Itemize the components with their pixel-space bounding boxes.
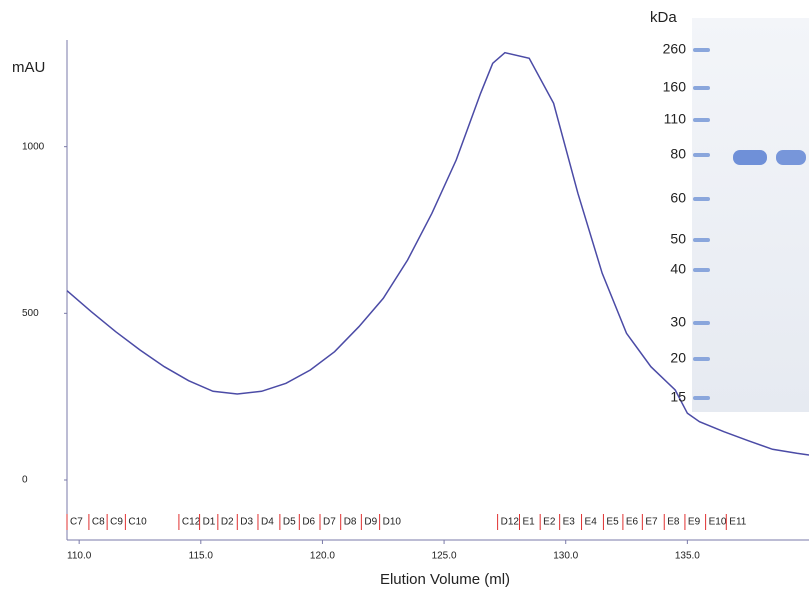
x-axis-label: Elution Volume (ml) <box>380 571 510 588</box>
ladder-band <box>693 268 710 272</box>
x-tick-label: 115.0 <box>189 551 214 562</box>
fraction-label: D5 <box>283 517 296 528</box>
gel-marker-label: 160 <box>663 79 687 95</box>
fraction-label: E1 <box>522 517 535 528</box>
ladder-band <box>693 86 710 90</box>
ladder-band <box>693 396 710 400</box>
fraction-label: D1 <box>203 517 216 528</box>
fraction-label: C7 <box>70 517 83 528</box>
ladder-band <box>693 321 710 325</box>
ladder-band <box>693 48 710 52</box>
x-tick-label: 125.0 <box>432 551 457 562</box>
fraction-label: D7 <box>323 517 336 528</box>
y-tick-label: 1000 <box>22 141 45 152</box>
gel-background <box>692 18 809 412</box>
fraction-label: D10 <box>383 517 402 528</box>
fraction-label: E10 <box>709 517 727 528</box>
fraction-label: D6 <box>302 517 315 528</box>
y-axis-label: mAU <box>12 59 45 76</box>
x-tick-label: 110.0 <box>67 551 92 562</box>
gel-marker-label: 50 <box>670 231 686 247</box>
gel-band <box>733 150 767 165</box>
fraction-label: D8 <box>344 517 357 528</box>
ladder-band <box>693 197 710 201</box>
fraction-label: E6 <box>626 517 639 528</box>
chart: mAU Elution Volume (ml) 0 500 1000 110.0 115… <box>0 0 809 593</box>
x-tick-label: 130.0 <box>553 551 578 562</box>
gel-marker-label: 60 <box>670 190 686 206</box>
gel-marker-label: 80 <box>670 146 686 162</box>
ladder-band <box>693 153 710 157</box>
fraction-label: E7 <box>645 517 658 528</box>
gel-inset: kDa 260 160 110 80 60 50 40 30 20 15 <box>650 9 809 412</box>
gel-band <box>776 150 806 165</box>
fraction-label: E2 <box>543 517 556 528</box>
fraction-label: D12 <box>501 517 520 528</box>
fraction-label: E8 <box>667 517 680 528</box>
fraction-label: D4 <box>261 517 274 528</box>
fraction-label: C9 <box>110 517 123 528</box>
gel-marker-label: 20 <box>670 350 686 366</box>
fraction-label: E9 <box>688 517 701 528</box>
x-tick-label: 135.0 <box>675 551 700 562</box>
gel-marker-label: 30 <box>670 314 686 330</box>
fraction-label: C8 <box>92 517 105 528</box>
gel-marker-label: 15 <box>670 389 686 405</box>
gel-marker-label: 260 <box>663 41 687 57</box>
y-tick-label: 500 <box>22 308 39 319</box>
fraction-label: D3 <box>240 517 253 528</box>
fraction-label: D2 <box>221 517 234 528</box>
fraction-label: D9 <box>364 517 377 528</box>
ladder-band <box>693 238 710 242</box>
fraction-label: E11 <box>729 517 746 528</box>
x-tick-label: 120.0 <box>310 551 335 562</box>
gel-unit-label: kDa <box>650 9 677 26</box>
gel-marker-label: 40 <box>670 261 686 277</box>
ladder-band <box>693 357 710 361</box>
fraction-label: E3 <box>563 517 576 528</box>
gel-marker-label: 110 <box>664 111 687 127</box>
y-tick-label: 0 <box>22 475 28 486</box>
fraction-label: C10 <box>128 517 147 528</box>
fraction-label: E4 <box>585 517 598 528</box>
fraction-label: E5 <box>606 517 619 528</box>
ladder-band <box>693 118 710 122</box>
fraction-label: C12 <box>182 517 201 528</box>
